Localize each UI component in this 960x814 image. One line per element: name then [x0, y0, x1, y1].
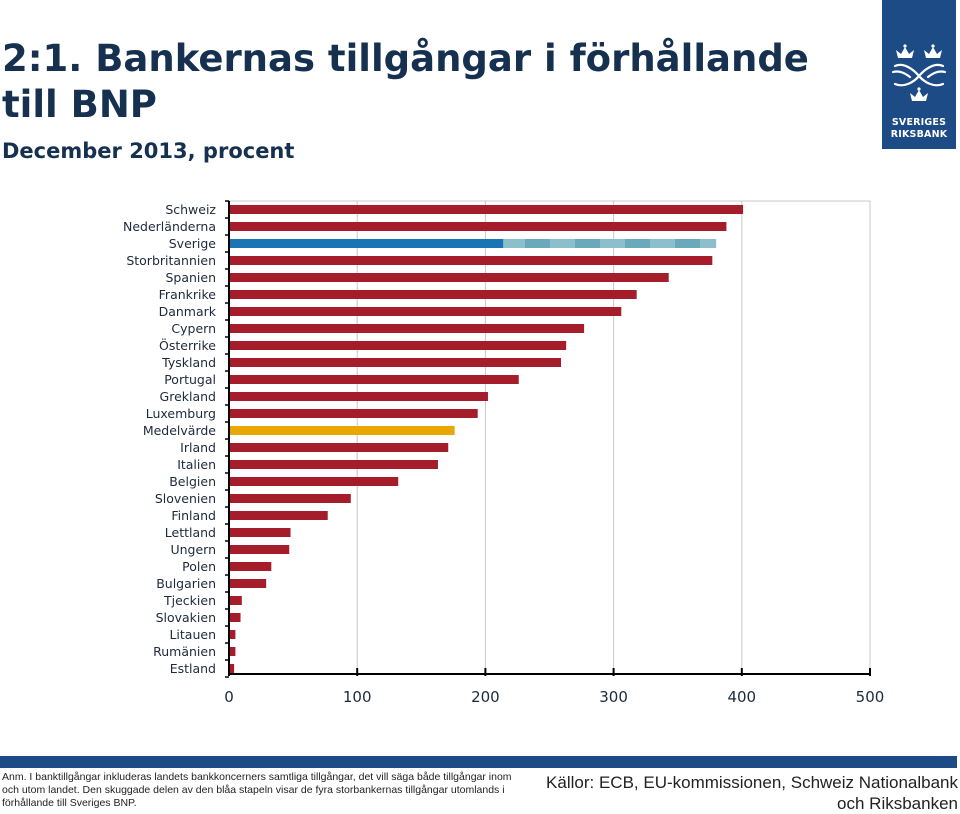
bar	[229, 443, 449, 452]
footnote: Anm. I banktillgångar inkluderas landets…	[2, 771, 512, 809]
bar	[229, 222, 727, 231]
x-tick-label: 300	[599, 688, 628, 706]
category-label: Portugal	[164, 372, 216, 387]
bar-domestic	[229, 239, 504, 248]
logo-line-2: RIKSBANK	[890, 129, 948, 140]
category-label: Irland	[180, 440, 216, 455]
category-label: Danmark	[159, 304, 217, 319]
bar	[229, 664, 235, 673]
bar	[229, 545, 290, 554]
bar	[229, 528, 291, 537]
bar	[229, 358, 562, 367]
bar	[229, 409, 478, 418]
riksbank-crest-icon	[891, 44, 947, 101]
category-label: Luxemburg	[146, 406, 216, 421]
category-label: Finland	[171, 508, 216, 523]
bar-foreign	[503, 239, 717, 248]
bar	[229, 460, 438, 469]
logo-line-1: SVERIGES	[891, 117, 947, 128]
gridlines	[229, 200, 871, 674]
bar	[229, 205, 744, 214]
category-label: Schweiz	[165, 202, 216, 217]
bar	[229, 562, 272, 571]
category-label: Slovakien	[156, 610, 216, 625]
category-label: Medelvärde	[143, 423, 216, 438]
footer-band	[0, 756, 957, 768]
x-tick-label: 400	[727, 688, 756, 706]
category-label: Estland	[170, 661, 216, 676]
bar	[229, 307, 622, 316]
x-tick-label: 0	[224, 688, 234, 706]
category-label: Tyskland	[161, 355, 216, 370]
bar	[229, 579, 267, 588]
x-tick-label: 100	[343, 688, 372, 706]
bar	[229, 477, 399, 486]
category-label: Ungern	[170, 542, 216, 557]
bars	[229, 205, 744, 673]
category-label: Spanien	[165, 270, 216, 285]
bar-chart: Schweiz Nederländerna Sverige Storbritannie…	[123, 200, 885, 706]
category-label: Slovenien	[155, 491, 216, 506]
bar	[229, 273, 669, 282]
bar	[229, 375, 519, 384]
category-label: Grekland	[160, 389, 216, 404]
bar	[229, 630, 236, 639]
category-label: Lettland	[165, 525, 216, 540]
page-subtitle: December 2013, procent	[2, 139, 295, 163]
category-label: Polen	[182, 559, 216, 574]
source-note: Källor: ECB, EU-kommissionen, Schweiz Na…	[546, 773, 958, 813]
bar	[229, 511, 328, 520]
category-label: Bulgarien	[156, 576, 216, 591]
x-tick-label: 200	[471, 688, 500, 706]
category-label: Österrike	[159, 337, 216, 353]
category-label: Storbritannien	[126, 253, 216, 268]
bar	[229, 613, 241, 622]
bar	[229, 647, 236, 656]
bar	[229, 596, 242, 605]
category-label: Cypern	[171, 321, 216, 336]
category-label: Belgien	[169, 474, 216, 489]
category-label: Litauen	[169, 627, 216, 642]
category-label: Nederländerna	[123, 219, 216, 234]
bar	[229, 290, 637, 299]
bar	[229, 341, 567, 350]
category-labels: Schweiz Nederländerna Sverige Storbritannie…	[123, 202, 217, 676]
bar	[229, 256, 713, 265]
x-tick-label: 500	[856, 688, 885, 706]
category-label: Frankrike	[159, 287, 217, 302]
riksbank-logo: SVERIGES RIKSBANK	[882, 0, 956, 149]
bar	[229, 392, 488, 401]
category-label: Rumänien	[153, 644, 216, 659]
category-label: Sverige	[169, 236, 217, 251]
bar-average	[229, 426, 455, 435]
category-label: Tjeckien	[163, 593, 216, 608]
bar	[229, 324, 585, 333]
bar	[229, 494, 351, 503]
page-title: 2:1. Bankernas tillgångar i förhållande …	[2, 37, 809, 126]
category-label: Italien	[177, 457, 216, 472]
axes: 0 100 200 300 400 500	[224, 200, 885, 706]
